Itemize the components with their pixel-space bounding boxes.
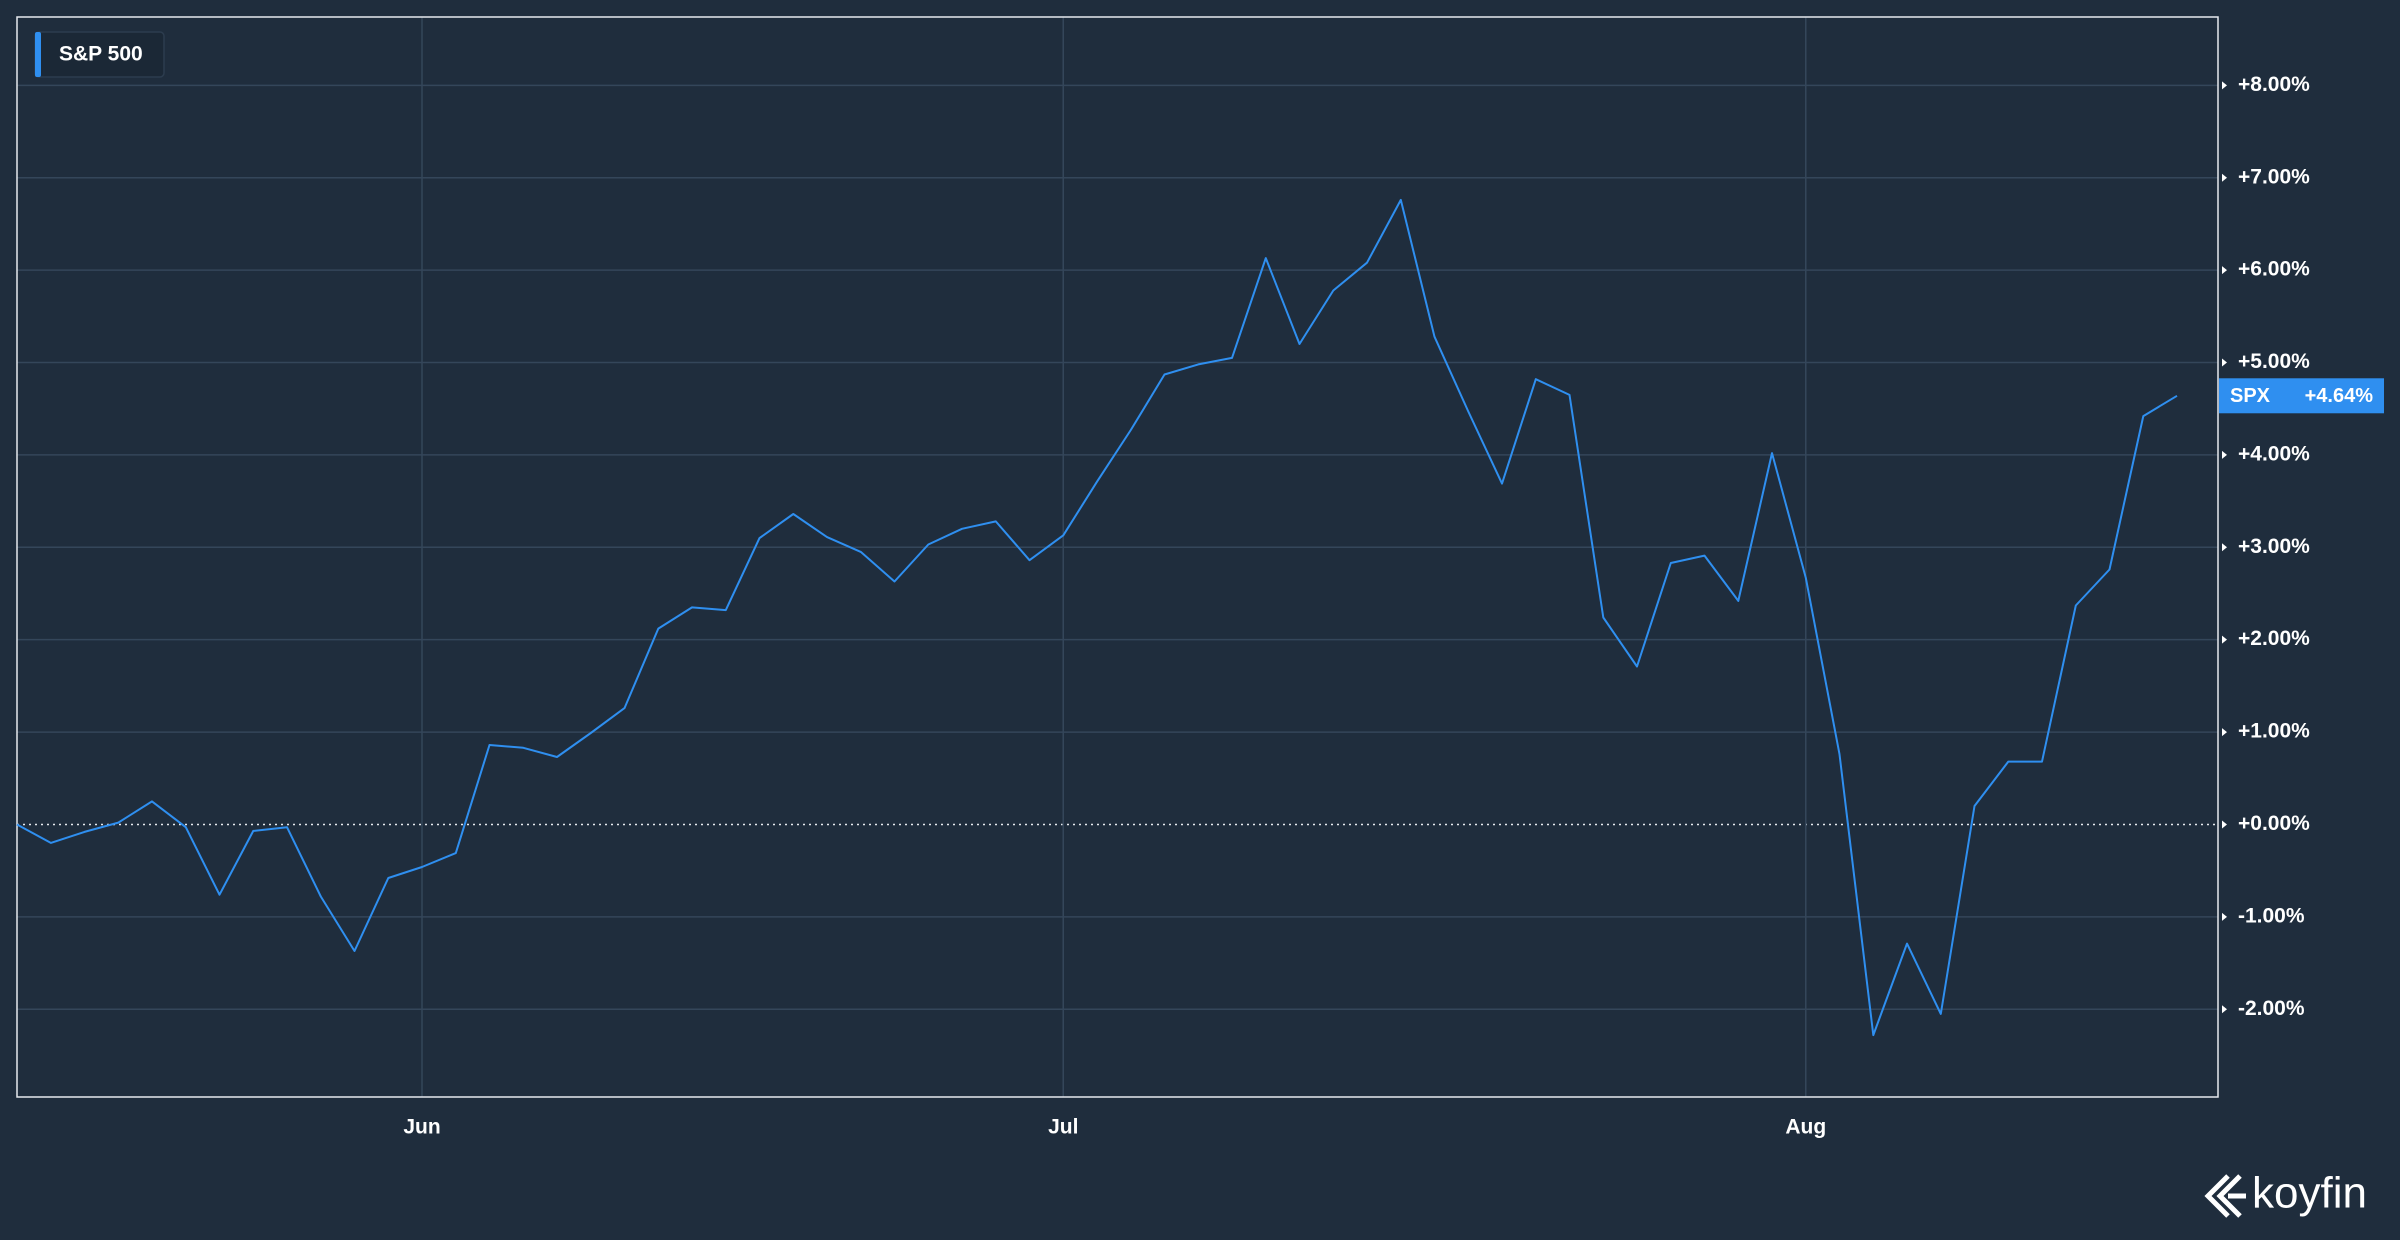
brand-logo: koyfin <box>2204 1169 2367 1218</box>
y-tick-mark <box>2222 266 2227 275</box>
x-tick-label: Aug <box>1785 1116 1826 1139</box>
y-tick-mark <box>2222 1005 2227 1014</box>
brand-name: koyfin <box>2252 1169 2367 1218</box>
y-tick-label: +4.00% <box>2238 442 2310 465</box>
y-tick-mark <box>2222 912 2227 921</box>
badge-value: +4.64% <box>2305 385 2374 407</box>
y-tick-label: +5.00% <box>2238 350 2310 373</box>
y-tick-label: +8.00% <box>2238 73 2310 96</box>
y-tick-mark <box>2222 173 2227 182</box>
y-tick-mark <box>2222 543 2227 552</box>
y-tick-label: +0.00% <box>2238 812 2310 835</box>
legend-swatch <box>35 32 41 77</box>
x-tick-label: Jul <box>1048 1116 1078 1139</box>
y-tick-label: +1.00% <box>2238 720 2310 743</box>
y-tick-mark <box>2222 820 2227 829</box>
marks <box>16 198 2178 1037</box>
badge-ticker: SPX <box>2230 385 2271 407</box>
last-value-badge <box>2219 378 2384 414</box>
y-tick-label: +2.00% <box>2238 627 2310 650</box>
y-tick-label: +7.00% <box>2238 165 2310 188</box>
y-tick-mark <box>2222 728 2227 737</box>
brand-icon <box>2204 1174 2246 1218</box>
y-tick-mark <box>2222 81 2227 90</box>
y-tick-label: -1.00% <box>2238 904 2305 927</box>
y-tick-mark <box>2222 450 2227 459</box>
y-tick-mark <box>2222 635 2227 644</box>
y-tick-mark <box>2222 358 2227 367</box>
legend-label: S&P 500 <box>59 43 143 66</box>
grid <box>17 17 2218 1097</box>
y-tick-label: -2.00% <box>2238 997 2305 1020</box>
y-tick-label: +3.00% <box>2238 535 2310 558</box>
y-tick-label: +6.00% <box>2238 258 2310 281</box>
x-tick-label: Jun <box>403 1116 440 1139</box>
plot-border <box>16 16 2219 1098</box>
series-line <box>16 198 2178 1037</box>
